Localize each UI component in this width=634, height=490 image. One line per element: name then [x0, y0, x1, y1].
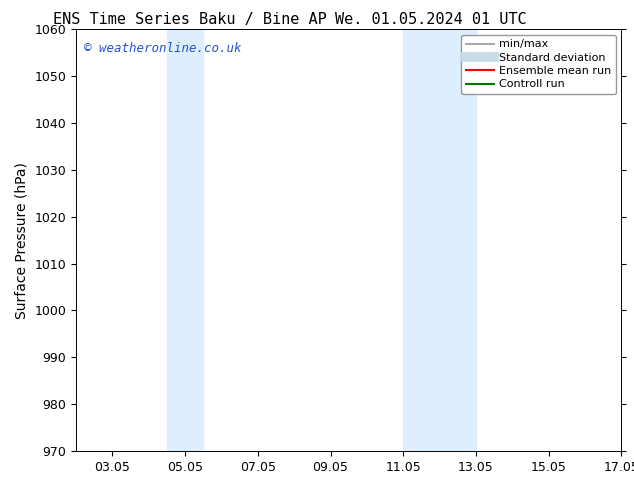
Text: © weatheronline.co.uk: © weatheronline.co.uk	[84, 42, 242, 55]
Text: We. 01.05.2024 01 UTC: We. 01.05.2024 01 UTC	[335, 12, 527, 27]
Bar	[167, 29, 204, 451]
Bar	[403, 29, 476, 451]
Y-axis label: Surface Pressure (hPa): Surface Pressure (hPa)	[15, 162, 29, 318]
Text: ENS Time Series Baku / Bine AP: ENS Time Series Baku / Bine AP	[53, 12, 327, 27]
Legend: min/max, Standard deviation, Ensemble mean run, Controll run: min/max, Standard deviation, Ensemble me…	[462, 35, 616, 94]
